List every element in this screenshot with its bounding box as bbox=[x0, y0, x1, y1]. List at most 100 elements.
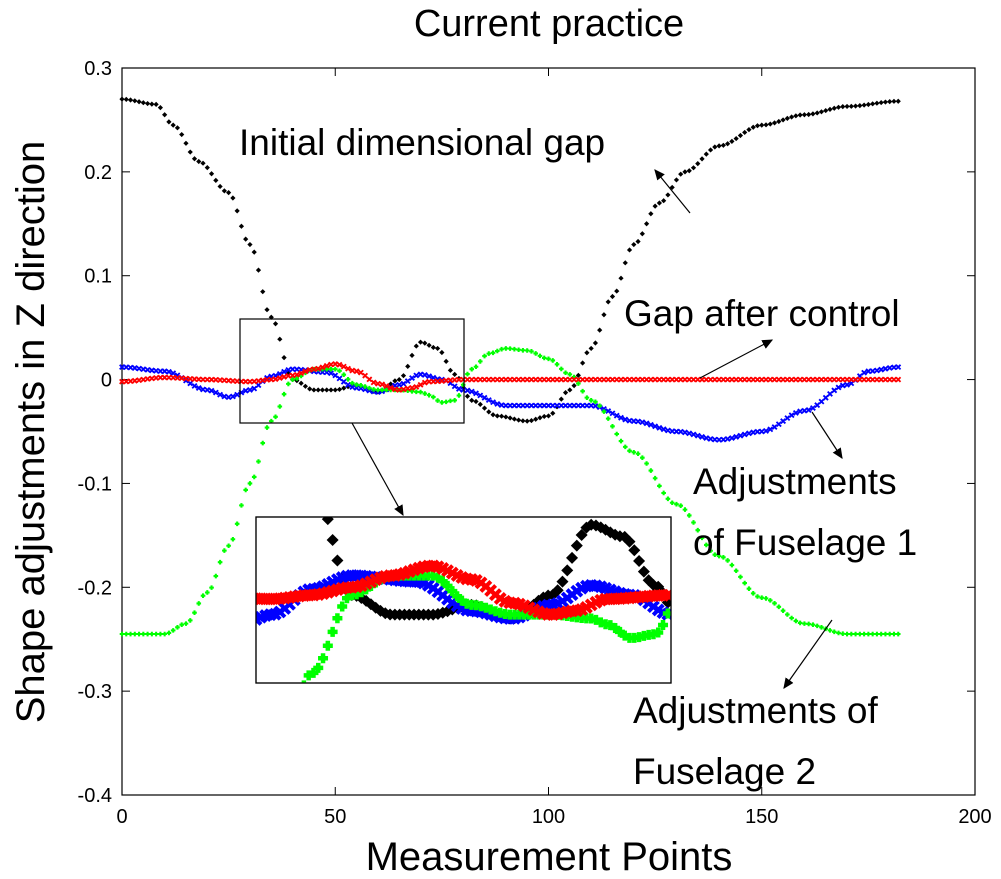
data-point bbox=[584, 350, 590, 356]
data-point bbox=[422, 391, 428, 396]
data-point bbox=[686, 513, 692, 518]
data-point bbox=[455, 385, 462, 392]
annotation-fuselage-1-line2: of Fuselage 1 bbox=[693, 522, 917, 563]
data-point bbox=[626, 417, 633, 424]
data-point bbox=[789, 114, 795, 120]
data-point bbox=[763, 596, 769, 601]
data-point bbox=[259, 377, 266, 384]
data-point bbox=[294, 376, 300, 381]
data-point bbox=[158, 631, 163, 637]
data-point bbox=[682, 429, 688, 436]
data-point bbox=[844, 381, 851, 388]
data-point bbox=[806, 621, 811, 627]
inset-data-point bbox=[301, 680, 307, 683]
data-point bbox=[699, 535, 705, 541]
data-point bbox=[640, 455, 645, 460]
data-point bbox=[170, 122, 176, 128]
data-point bbox=[618, 275, 624, 281]
data-point bbox=[256, 459, 261, 464]
data-point bbox=[439, 349, 445, 356]
data-point bbox=[682, 169, 688, 175]
data-point bbox=[357, 385, 364, 392]
data-point bbox=[290, 377, 295, 382]
data-point bbox=[435, 345, 441, 352]
data-point bbox=[340, 363, 347, 370]
y-tick-label: 0.3 bbox=[84, 58, 112, 80]
data-point bbox=[516, 417, 522, 423]
data-point bbox=[852, 103, 859, 109]
data-point bbox=[814, 110, 820, 116]
inset-series-layer bbox=[256, 517, 671, 683]
data-point bbox=[323, 362, 330, 369]
data-point bbox=[767, 121, 773, 127]
data-point bbox=[221, 188, 227, 194]
data-point bbox=[383, 382, 390, 389]
data-point bbox=[302, 368, 309, 375]
data-point bbox=[725, 558, 730, 563]
series-layer bbox=[119, 96, 902, 637]
data-point bbox=[545, 413, 552, 419]
data-point bbox=[831, 387, 838, 394]
inset-series-3 bbox=[256, 559, 671, 622]
data-point bbox=[763, 427, 769, 434]
data-point bbox=[221, 393, 228, 400]
data-point bbox=[759, 122, 765, 128]
data-point bbox=[448, 398, 453, 404]
data-point bbox=[230, 536, 236, 542]
data-point bbox=[835, 384, 842, 391]
data-point bbox=[784, 115, 790, 121]
data-point bbox=[409, 384, 415, 391]
data-point bbox=[264, 307, 270, 313]
data-point bbox=[183, 140, 189, 146]
annotation-fuselage-2-line1: Adjustments of bbox=[633, 690, 878, 731]
data-point bbox=[678, 503, 684, 508]
data-point bbox=[345, 365, 351, 372]
data-point bbox=[873, 367, 880, 374]
data-point bbox=[605, 299, 611, 305]
data-point bbox=[741, 431, 748, 438]
data-point bbox=[626, 247, 633, 253]
data-point bbox=[592, 403, 599, 409]
inset-data-point bbox=[628, 544, 641, 557]
data-point bbox=[789, 615, 794, 621]
data-point bbox=[460, 387, 467, 393]
data-point bbox=[238, 223, 245, 229]
data-point bbox=[174, 125, 181, 131]
data-point bbox=[298, 380, 304, 386]
data-point bbox=[836, 630, 841, 636]
data-point bbox=[895, 98, 901, 104]
data-point bbox=[801, 407, 808, 414]
data-point bbox=[451, 383, 458, 390]
data-point bbox=[234, 521, 240, 527]
data-point bbox=[293, 371, 300, 378]
data-point bbox=[332, 387, 338, 393]
data-point bbox=[486, 409, 492, 415]
data-point bbox=[597, 403, 602, 409]
data-point bbox=[286, 381, 291, 387]
data-point bbox=[644, 461, 649, 466]
inset-data-point bbox=[566, 551, 579, 564]
data-point bbox=[439, 400, 445, 405]
data-point bbox=[742, 129, 748, 136]
data-point bbox=[353, 384, 360, 391]
data-point bbox=[426, 373, 433, 380]
data-point bbox=[776, 118, 782, 125]
data-point bbox=[404, 385, 411, 392]
data-point bbox=[562, 390, 569, 396]
data-point bbox=[438, 376, 445, 383]
data-point bbox=[443, 377, 450, 384]
data-point bbox=[119, 631, 125, 637]
data-point bbox=[336, 361, 343, 368]
data-point bbox=[477, 359, 483, 364]
data-point bbox=[878, 99, 884, 106]
data-point bbox=[618, 438, 624, 444]
data-point bbox=[213, 177, 219, 183]
data-point bbox=[246, 387, 253, 393]
data-point bbox=[609, 410, 616, 417]
annotation-fuselage-1-line1: Adjustments bbox=[693, 461, 897, 502]
inset-data-point bbox=[318, 653, 329, 664]
data-point bbox=[418, 389, 423, 395]
data-point bbox=[469, 397, 475, 403]
data-point bbox=[793, 113, 799, 119]
data-point bbox=[226, 543, 231, 549]
